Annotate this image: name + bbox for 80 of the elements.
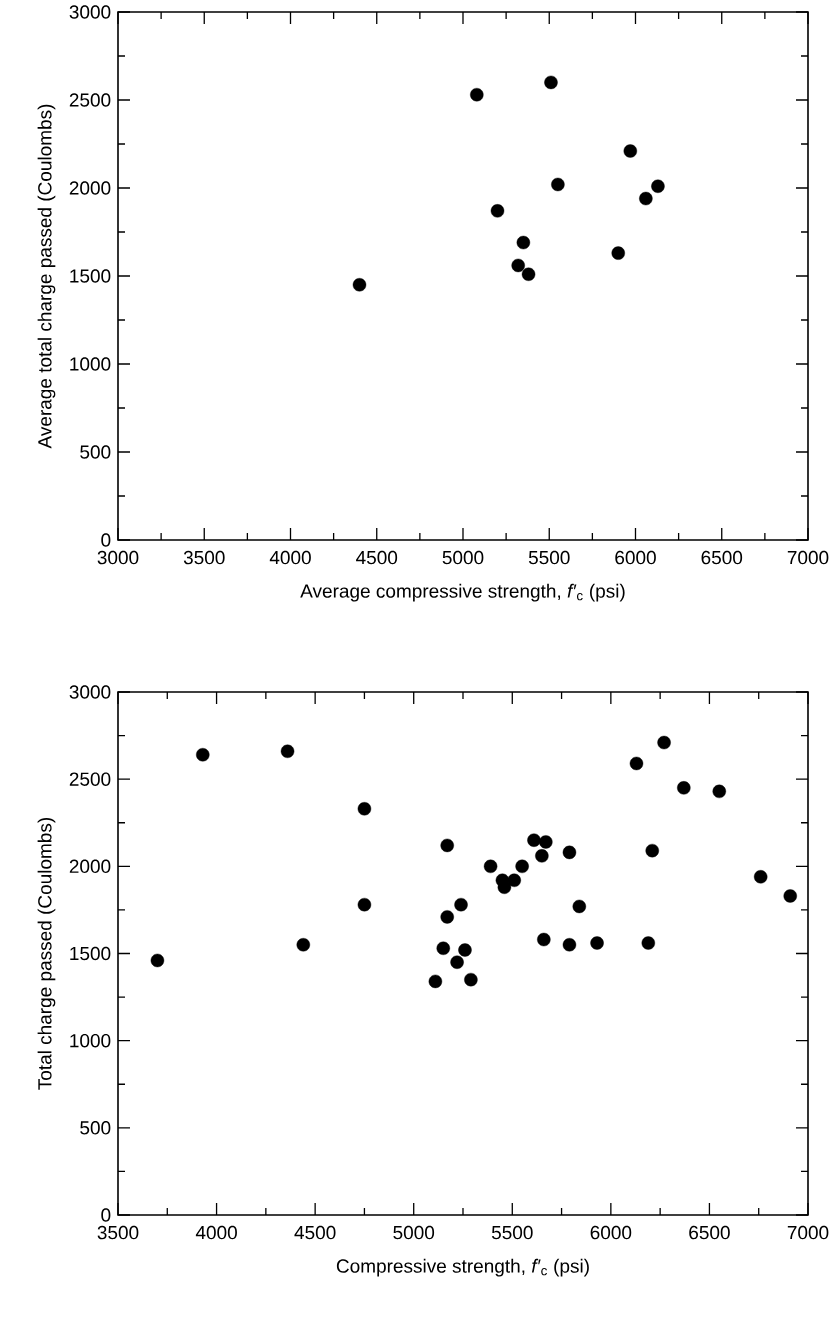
y-tick-label: 1500 <box>70 269 111 283</box>
point <box>641 936 656 950</box>
x-tick-label: 6500 <box>689 1225 730 1240</box>
x-tick-label: 6500 <box>701 550 743 565</box>
x-tick-label: 5000 <box>393 1225 435 1240</box>
x-tick-label: 3500 <box>183 550 225 565</box>
x-axis-title: Average compressive strength, f′$_{c}$ (psi) <box>300 583 625 602</box>
point <box>280 744 295 758</box>
y-tick-label: 0 <box>101 1208 111 1222</box>
point <box>623 144 638 158</box>
point <box>712 784 726 799</box>
point <box>507 873 521 887</box>
y-tick-label: 3000 <box>69 685 111 699</box>
y-tick-label: 2500 <box>69 772 111 786</box>
point <box>497 880 512 894</box>
point <box>450 955 464 969</box>
point <box>296 938 311 952</box>
point <box>436 941 450 955</box>
y-tick-label: 1000 <box>70 357 111 371</box>
y-tick-label: 0 <box>101 533 111 547</box>
y-tick-label: 3000 <box>69 5 111 19</box>
point <box>454 897 468 912</box>
point <box>651 179 665 193</box>
x-tick-label: 6000 <box>590 1225 632 1240</box>
point <box>464 972 478 987</box>
point <box>357 802 372 816</box>
point <box>562 845 577 860</box>
point <box>490 204 505 218</box>
point <box>150 953 165 968</box>
point <box>590 936 604 950</box>
point <box>783 889 797 903</box>
point <box>483 859 498 874</box>
point <box>639 191 653 206</box>
point <box>544 75 558 90</box>
x-tick-label: 6000 <box>615 550 656 565</box>
x-tick-label: 4500 <box>356 550 398 565</box>
x-tick-label: 7000 <box>787 550 829 565</box>
point <box>629 756 644 771</box>
point <box>458 943 472 957</box>
point <box>572 899 587 914</box>
point <box>440 910 454 924</box>
x-tick-label: 5500 <box>528 550 570 565</box>
point <box>440 838 454 853</box>
point <box>535 849 549 863</box>
point <box>196 748 210 762</box>
y-tick-label: 2000 <box>69 859 111 874</box>
point <box>470 88 484 102</box>
point <box>562 938 577 952</box>
point <box>515 859 529 874</box>
y-tick-label: 2500 <box>69 93 111 107</box>
x-tick-label: 4000 <box>195 1225 237 1240</box>
point <box>611 246 625 260</box>
y-tick-label: 2000 <box>69 181 111 195</box>
point <box>511 258 525 273</box>
point <box>551 177 565 192</box>
y-tick-label: 500 <box>80 445 111 459</box>
y-axis-title: Total charge passed (Coulombs) <box>37 817 56 1090</box>
point <box>516 235 531 250</box>
point <box>677 781 691 795</box>
x-tick-label: 7000 <box>787 1225 829 1240</box>
point <box>753 870 768 884</box>
x-axis-title: Compressive strength, f′$_{c}$ (psi) <box>336 1258 589 1277</box>
x-tick-label: 3500 <box>97 1225 139 1240</box>
x-tick-label: 5500 <box>491 1225 533 1240</box>
point <box>357 897 372 912</box>
point <box>352 278 367 292</box>
y-tick-label: 500 <box>80 1121 111 1135</box>
x-tick-label: 5000 <box>442 550 484 565</box>
y-axis-title: Average total charge passed (Coulombs) <box>37 104 56 449</box>
point <box>527 833 541 847</box>
y-tick-label: 1500 <box>70 946 111 961</box>
point <box>657 735 671 750</box>
x-tick-label: 4000 <box>269 550 311 565</box>
point <box>537 932 551 947</box>
point <box>539 835 553 849</box>
point <box>521 267 536 281</box>
x-tick-label: 4500 <box>294 1225 336 1240</box>
y-tick-label: 1000 <box>70 1033 111 1048</box>
point <box>428 974 443 989</box>
point <box>645 843 659 858</box>
